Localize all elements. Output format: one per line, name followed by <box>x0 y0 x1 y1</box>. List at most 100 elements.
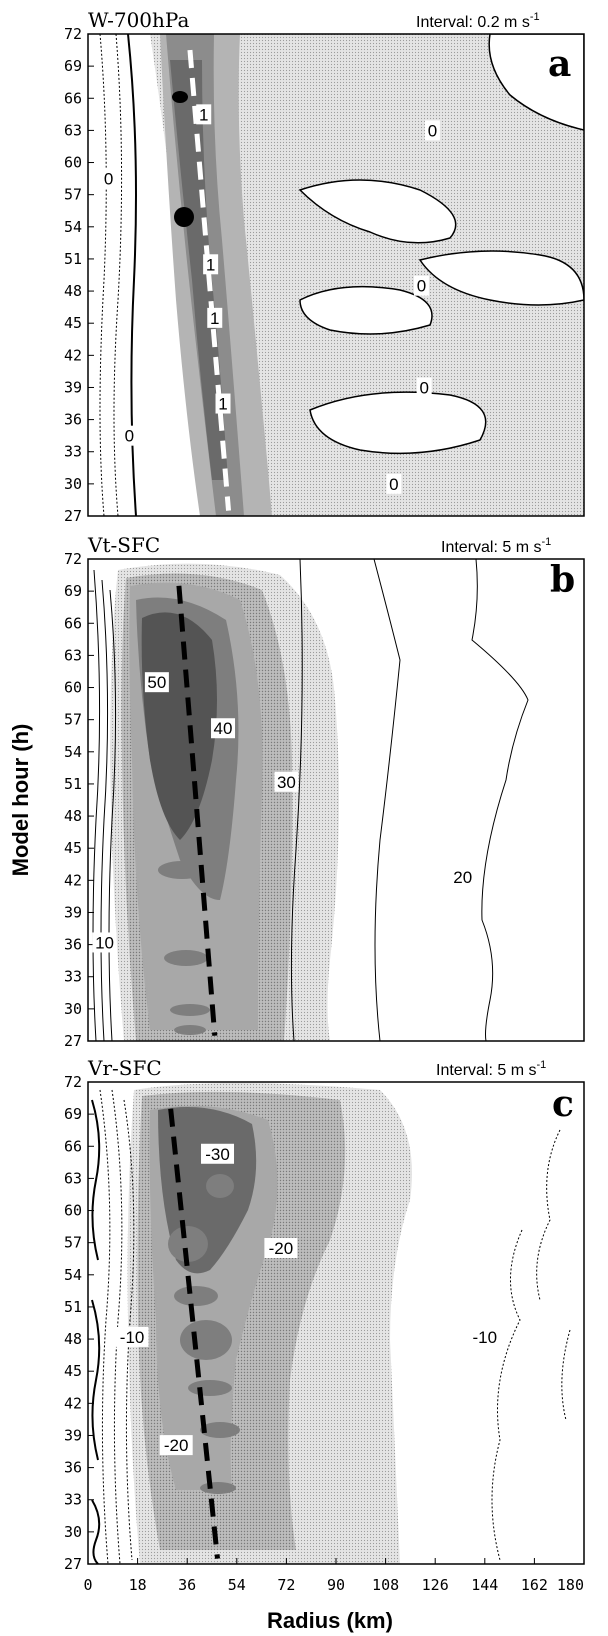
contour-label: 0 <box>389 475 398 494</box>
panel-a-frame <box>87 33 585 517</box>
contour-label-bg <box>159 1435 193 1456</box>
y-tick-label: 42 <box>64 1394 82 1412</box>
contour-label-bg <box>115 1326 149 1347</box>
y-tick-label: 63 <box>64 121 82 139</box>
panel-c-interval: Interval: 5 m s-1 <box>436 1059 546 1079</box>
contour-label-bg <box>413 275 429 296</box>
panel-b-y-axis: 72 69 66 63 60 57 54 51 48 45 42 39 36 33 30 27 <box>64 550 94 1050</box>
contour-label: 40 <box>214 719 233 738</box>
y-tick-label: 42 <box>64 346 82 364</box>
y-tick-label: 60 <box>64 154 82 172</box>
y-tick-label: 63 <box>64 646 82 664</box>
y-tick-label: 60 <box>64 1202 82 1220</box>
panel-a-field <box>88 34 584 516</box>
y-tick-label: 54 <box>64 1266 82 1284</box>
y-tick-label: 48 <box>64 1330 82 1348</box>
panel-b-letter: b <box>550 559 575 601</box>
contour-label-bg <box>386 473 402 494</box>
panel-a-letter: a <box>548 43 571 85</box>
x-tick-label: 54 <box>228 1576 246 1594</box>
contour-label-bg <box>450 867 475 888</box>
contour-label: -30 <box>205 1145 230 1164</box>
y-tick-label: 36 <box>64 1459 82 1477</box>
contour-label-bg <box>203 254 219 275</box>
y-tick-label: 42 <box>64 871 82 889</box>
panel-a-title: W-700hPa <box>88 8 189 32</box>
panel-b-contour-labels: 50 40 30 20 10 <box>92 672 475 953</box>
y-tick-label: 54 <box>64 218 82 236</box>
y-tick-label: 30 <box>64 1000 82 1018</box>
x-tick-label: 18 <box>129 1576 147 1594</box>
x-tick-label: 90 <box>327 1576 345 1594</box>
y-tick-label: 39 <box>64 378 82 396</box>
x-tick-label: 162 <box>521 1576 548 1594</box>
y-tick-label: 48 <box>64 807 82 825</box>
y-tick-label: 57 <box>64 711 82 729</box>
contour-label: 0 <box>419 378 428 397</box>
y-tick-label: 45 <box>64 839 82 857</box>
x-tick-label: 36 <box>178 1576 196 1594</box>
y-tick-label: 48 <box>64 282 82 300</box>
panel-c-rmw-dashed-line <box>168 1108 220 1559</box>
y-tick-label: 57 <box>64 186 82 204</box>
y-tick-label: 27 <box>64 1032 82 1050</box>
contour-label-bg <box>207 307 223 328</box>
y-tick-label: 30 <box>64 475 82 493</box>
x-tick-label: 108 <box>372 1576 399 1594</box>
contour-label-bg <box>215 393 231 414</box>
panel-a-y-axis: 72 69 66 63 60 57 54 51 48 45 42 39 36 33 30 27 <box>64 25 94 525</box>
y-tick-label: 51 <box>64 1298 82 1316</box>
y-tick-label: 39 <box>64 903 82 921</box>
y-tick-label: 72 <box>64 1073 82 1091</box>
y-tick-label: 66 <box>64 1137 82 1155</box>
y-tick-label: 54 <box>64 743 82 761</box>
contour-label: 10 <box>95 933 114 952</box>
contour-label: 0 <box>104 170 113 189</box>
panel-b: 72 69 66 63 60 57 54 51 48 45 42 39 36 33 30 27 50 40 30 2… <box>64 533 585 1050</box>
panel-b-rmw-dashed-line <box>176 585 218 1036</box>
y-tick-label: 36 <box>64 936 82 954</box>
x-tick-label: 0 <box>83 1576 92 1594</box>
y-tick-label: 60 <box>64 679 82 697</box>
panel-b-interval: Interval: 5 m s-1 <box>441 536 551 556</box>
x-tick-label: 144 <box>471 1576 498 1594</box>
contour-label: -10 <box>120 1328 145 1347</box>
contour-label-bg <box>424 120 440 141</box>
y-tick-label: 69 <box>64 57 82 75</box>
y-axis-label: Model hour (h) <box>8 724 33 877</box>
panel-c-letter: c <box>552 1083 574 1125</box>
contour-label: -20 <box>164 1436 189 1455</box>
contour-label: 1 <box>210 309 219 328</box>
panel-b-frame <box>87 558 585 1042</box>
contour-label: 30 <box>277 773 296 792</box>
y-tick-label: 27 <box>64 507 82 525</box>
y-tick-label: 63 <box>64 1169 82 1187</box>
panel-b-field <box>88 559 584 1041</box>
y-tick-label: 69 <box>64 582 82 600</box>
panel-b-shade-50 <box>141 612 217 840</box>
y-tick-label: 30 <box>64 1523 82 1541</box>
y-tick-label: 66 <box>64 89 82 107</box>
y-tick-label: 33 <box>64 968 82 986</box>
panel-a-interval: Interval: 0.2 m s-1 <box>416 11 540 31</box>
y-tick-label: 45 <box>64 1362 82 1380</box>
contour-label-bg <box>92 932 117 953</box>
y-tick-label: 69 <box>64 1105 82 1123</box>
panel-a-band-3 <box>170 60 228 480</box>
contour-label-bg <box>416 377 432 398</box>
contour-label: 0 <box>428 121 437 140</box>
panel-b-title: Vt-SFC <box>87 533 160 557</box>
contour-label: 1 <box>206 255 215 274</box>
y-tick-label: 39 <box>64 1426 82 1444</box>
y-tick-label: 51 <box>64 250 82 268</box>
x-tick-label: 126 <box>422 1576 449 1594</box>
contour-label-bg <box>144 672 169 693</box>
panel-c-field <box>88 1082 584 1564</box>
contour-label-bg <box>274 771 299 792</box>
contour-label-bg <box>101 168 117 189</box>
contour-label: -10 <box>473 1328 498 1347</box>
y-tick-label: 57 <box>64 1234 82 1252</box>
panel-c: 72 69 66 63 60 57 54 51 48 45 42 39 36 33 30 27 0 18 36 54… <box>64 1056 585 1594</box>
contour-label: 0 <box>125 427 134 446</box>
x-tick-label: 72 <box>277 1576 295 1594</box>
